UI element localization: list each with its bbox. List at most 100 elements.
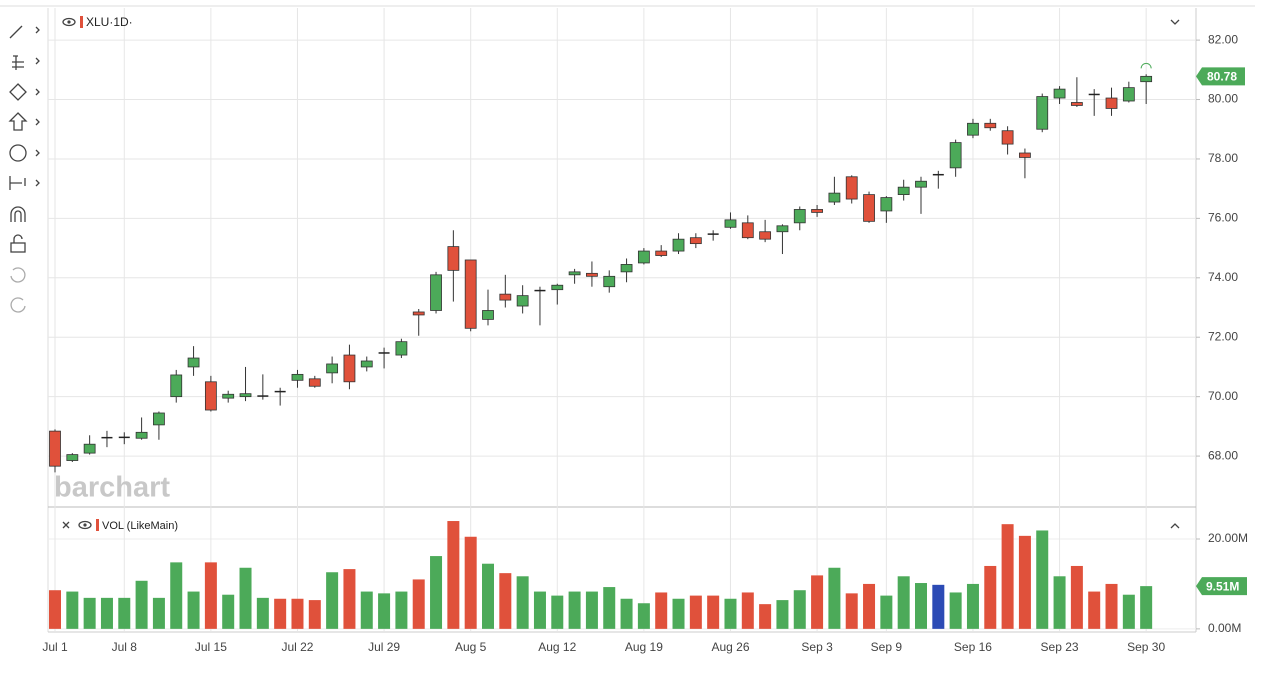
x-tick-label: Sep 30 bbox=[1127, 640, 1165, 654]
volume-bar bbox=[378, 593, 391, 629]
candle-body bbox=[586, 272, 598, 277]
volume-bar bbox=[256, 597, 269, 629]
volume-bar bbox=[360, 591, 373, 629]
undo-button[interactable] bbox=[10, 267, 26, 283]
volume-bar bbox=[672, 598, 685, 629]
x-tick-label: Sep 3 bbox=[801, 640, 833, 654]
x-tick-label: Jul 1 bbox=[42, 640, 68, 654]
eye-icon[interactable] bbox=[78, 520, 92, 530]
line-tool[interactable] bbox=[9, 25, 23, 39]
candle-body bbox=[984, 122, 997, 129]
shape-tool[interactable] bbox=[9, 83, 27, 101]
volume-bar bbox=[620, 598, 633, 629]
candle-body bbox=[482, 310, 494, 320]
candle-body bbox=[499, 293, 512, 301]
volume-bar bbox=[100, 597, 113, 629]
volume-bar bbox=[828, 567, 841, 629]
volume-bar bbox=[811, 575, 824, 629]
expand-arrow[interactable] bbox=[35, 26, 40, 34]
candle-body bbox=[516, 295, 529, 307]
collapse-button[interactable] bbox=[1170, 19, 1180, 25]
eye-icon[interactable] bbox=[62, 17, 76, 27]
volume-bar bbox=[863, 583, 876, 629]
candle-body bbox=[170, 374, 183, 398]
volume-bar bbox=[741, 592, 754, 629]
volume-bar bbox=[897, 576, 910, 629]
volume-bar bbox=[447, 521, 460, 629]
candle-body bbox=[637, 250, 650, 264]
fib-tool[interactable] bbox=[12, 55, 24, 70]
candle-body bbox=[326, 363, 339, 374]
x-tick-label: Aug 5 bbox=[455, 640, 487, 654]
expand-arrow[interactable] bbox=[35, 88, 40, 96]
y-tick-label: 20.00M bbox=[1208, 531, 1248, 545]
volume-bar bbox=[707, 595, 720, 629]
volume-bar bbox=[135, 580, 148, 629]
volume-title[interactable]: VOL (LikeMain) bbox=[102, 520, 178, 532]
candle-body bbox=[1070, 102, 1083, 106]
grid bbox=[48, 8, 1196, 632]
candle-body bbox=[430, 274, 442, 311]
arrow-tool[interactable] bbox=[8, 112, 28, 131]
magnet-tool[interactable] bbox=[10, 206, 26, 222]
candle-body bbox=[135, 431, 148, 439]
candle-body bbox=[551, 284, 564, 291]
volume-bar bbox=[585, 591, 598, 629]
candle-body bbox=[343, 354, 356, 383]
last-volume-tag bbox=[1196, 577, 1247, 596]
redo-button[interactable] bbox=[10, 297, 26, 313]
x-tick-label: Jul 22 bbox=[281, 640, 313, 654]
candle-body bbox=[620, 264, 633, 273]
volume-bar bbox=[222, 594, 235, 629]
volume-bar bbox=[499, 573, 512, 629]
volume-bar bbox=[1001, 524, 1014, 629]
measure-tool[interactable] bbox=[9, 176, 26, 190]
volume-bar bbox=[533, 591, 546, 629]
marks bbox=[49, 74, 1153, 629]
volume-bar bbox=[793, 590, 806, 629]
expand-button[interactable] bbox=[1170, 523, 1180, 529]
candle-body bbox=[759, 231, 772, 240]
volume-bar bbox=[83, 597, 96, 629]
volume-bar bbox=[1053, 576, 1066, 629]
candle-body bbox=[1122, 87, 1135, 102]
expand-arrow[interactable] bbox=[35, 118, 40, 126]
symbol-label[interactable]: XLU·1D· bbox=[86, 15, 133, 29]
annotation-tool[interactable] bbox=[9, 144, 27, 162]
expand-arrow[interactable] bbox=[35, 57, 40, 65]
volume-bar bbox=[204, 562, 217, 629]
volume-bar bbox=[568, 591, 581, 629]
candle-body bbox=[655, 250, 668, 256]
close-button[interactable] bbox=[62, 521, 70, 529]
volume-bar bbox=[984, 565, 997, 629]
volume-bar bbox=[724, 598, 737, 629]
volume-bar bbox=[1140, 586, 1153, 629]
candle-body bbox=[949, 142, 962, 169]
volume-bar bbox=[291, 598, 304, 629]
candle-body bbox=[153, 412, 165, 426]
volume-bar bbox=[776, 600, 789, 629]
candle-body bbox=[204, 381, 217, 411]
y-tick-label: 70.00 bbox=[1208, 389, 1238, 403]
candle-body bbox=[291, 373, 304, 381]
volume-bar bbox=[308, 600, 321, 629]
lock-tool[interactable] bbox=[10, 242, 26, 253]
candle-body bbox=[464, 259, 477, 329]
watermark: barchart bbox=[54, 472, 170, 504]
candle-body bbox=[603, 275, 616, 288]
volume-bar bbox=[637, 603, 650, 629]
y-tick-label: 78.00 bbox=[1208, 151, 1238, 165]
candle-body bbox=[863, 194, 875, 222]
volume-bar bbox=[845, 593, 858, 629]
expand-arrow[interactable] bbox=[35, 149, 40, 157]
volume-bar bbox=[1088, 591, 1101, 629]
lock-shackle bbox=[13, 234, 23, 243]
expand-arrow[interactable] bbox=[35, 179, 40, 187]
candle-body bbox=[1053, 88, 1066, 99]
volume-bar bbox=[1036, 530, 1049, 629]
candle-body bbox=[880, 197, 893, 212]
candle-body bbox=[793, 209, 806, 224]
x-tick-label: Sep 23 bbox=[1041, 640, 1079, 654]
